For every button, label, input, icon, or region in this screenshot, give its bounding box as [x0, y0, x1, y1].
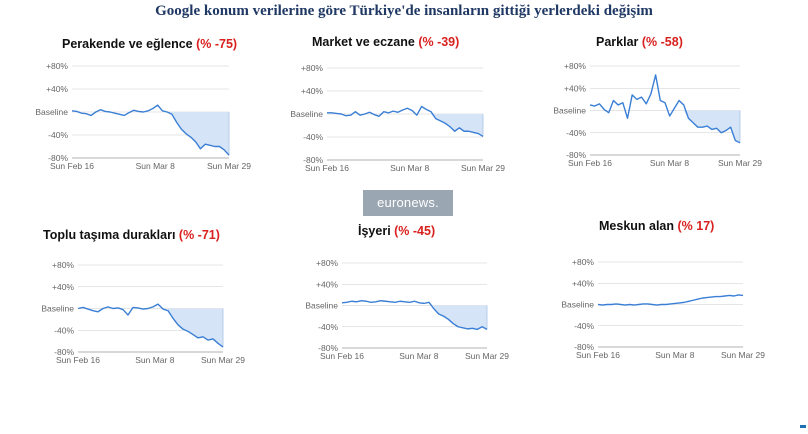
series-line: [327, 105, 484, 138]
baseline-deficit-area: [168, 308, 223, 348]
y-tick-label: -80%: [566, 150, 586, 160]
y-tick-label: Baseline: [290, 109, 323, 119]
chart-title-2: Parklar (% -58): [596, 35, 683, 49]
chart-title-text: İşyeri: [358, 224, 395, 238]
x-tick-label: Sun Mar 29: [461, 163, 505, 173]
euronews-logo: euronews.: [363, 190, 453, 216]
series-line: [77, 303, 224, 348]
x-tick-label: Sun Feb 16: [576, 350, 620, 360]
x-tick-label: Sun Mar 8: [390, 163, 429, 173]
chart-title-0: Perakende ve eğlence (% -75): [62, 37, 237, 51]
baseline-deficit-area: [167, 112, 229, 156]
chart-title-text: Meskun alan: [599, 219, 678, 233]
y-tick-label: -40%: [574, 321, 594, 331]
y-tick-label: -80%: [54, 347, 74, 357]
y-tick-label: -80%: [303, 155, 323, 165]
series-line: [71, 104, 230, 156]
series-line: [597, 294, 744, 306]
chart-title-pct: (% -45): [394, 224, 436, 238]
y-tick-label: -40%: [566, 128, 586, 138]
chart-title-3: Toplu taşıma durakları (% -71): [43, 228, 220, 242]
x-tick-label: Sun Mar 8: [135, 355, 174, 365]
y-tick-label: -80%: [574, 342, 594, 352]
y-tick-label: Baseline: [35, 107, 68, 117]
chart-title-text: Toplu taşıma durakları: [43, 228, 179, 242]
y-tick-label: +40%: [572, 278, 594, 288]
x-tick-label: Sun Mar 8: [650, 158, 689, 168]
x-tick-label: Sun Feb 16: [50, 161, 94, 171]
y-tick-label: +80%: [301, 63, 323, 73]
x-tick-label: Sun Feb 16: [305, 163, 349, 173]
chart-title-pct: (% -39): [418, 35, 460, 49]
chart-title-1: Market ve eczane (% -39): [312, 35, 459, 49]
chart-title-text: Perakende ve eğlence: [62, 37, 197, 51]
y-tick-label: +40%: [52, 282, 74, 292]
x-tick-label: Sun Mar 8: [136, 161, 175, 171]
x-tick-label: Sun Feb 16: [320, 351, 364, 361]
x-tick-label: Sun Mar 29: [721, 350, 765, 360]
x-tick-label: Sun Mar 29: [718, 158, 762, 168]
chart-title-text: Market ve eczane: [312, 35, 419, 49]
y-tick-label: +80%: [572, 257, 594, 267]
y-tick-label: -40%: [54, 325, 74, 335]
main-title: Google konum verilerine göre Türkiye'de …: [155, 3, 653, 19]
y-tick-label: +40%: [46, 84, 68, 94]
series-line: [341, 300, 488, 331]
y-tick-label: -80%: [318, 343, 338, 353]
y-tick-label: -40%: [48, 130, 68, 140]
y-tick-label: +80%: [316, 258, 338, 268]
chart-title-5: Meskun alan (% 17): [599, 219, 714, 233]
x-tick-label: Sun Mar 8: [399, 351, 438, 361]
x-tick-label: Sun Mar 29: [465, 351, 509, 361]
x-tick-label: Sun Mar 29: [207, 161, 251, 171]
chart-title-4: İşyeri (% -45): [358, 224, 435, 238]
baseline-deficit-area: [683, 110, 740, 143]
chart-title-pct: (% -75): [196, 37, 238, 51]
y-tick-label: Baseline: [41, 304, 74, 314]
y-tick-label: +80%: [52, 260, 74, 270]
x-tick-label: Sun Feb 16: [56, 355, 100, 365]
y-tick-label: Baseline: [553, 106, 586, 116]
x-tick-label: Sun Feb 16: [568, 158, 612, 168]
chart-title-text: Parklar: [596, 35, 642, 49]
y-tick-label: -40%: [303, 132, 323, 142]
y-tick-label: -80%: [48, 153, 68, 163]
y-tick-label: +40%: [316, 279, 338, 289]
y-tick-label: -40%: [318, 322, 338, 332]
y-tick-label: Baseline: [305, 301, 338, 311]
y-tick-label: Baseline: [561, 300, 594, 310]
baseline-deficit-area: [433, 305, 487, 330]
y-tick-label: +80%: [564, 61, 586, 71]
series-line: [589, 74, 741, 144]
x-tick-label: Sun Mar 29: [201, 355, 245, 365]
y-tick-label: +80%: [46, 61, 68, 71]
y-tick-label: +40%: [564, 83, 586, 93]
y-tick-label: +40%: [301, 86, 323, 96]
chart-title-pct: (% 17): [677, 219, 715, 233]
chart-title-pct: (% -71): [178, 228, 220, 242]
x-tick-label: Sun Mar 8: [655, 350, 694, 360]
chart-title-pct: (% -58): [641, 35, 683, 49]
corner-mark: [800, 425, 806, 428]
